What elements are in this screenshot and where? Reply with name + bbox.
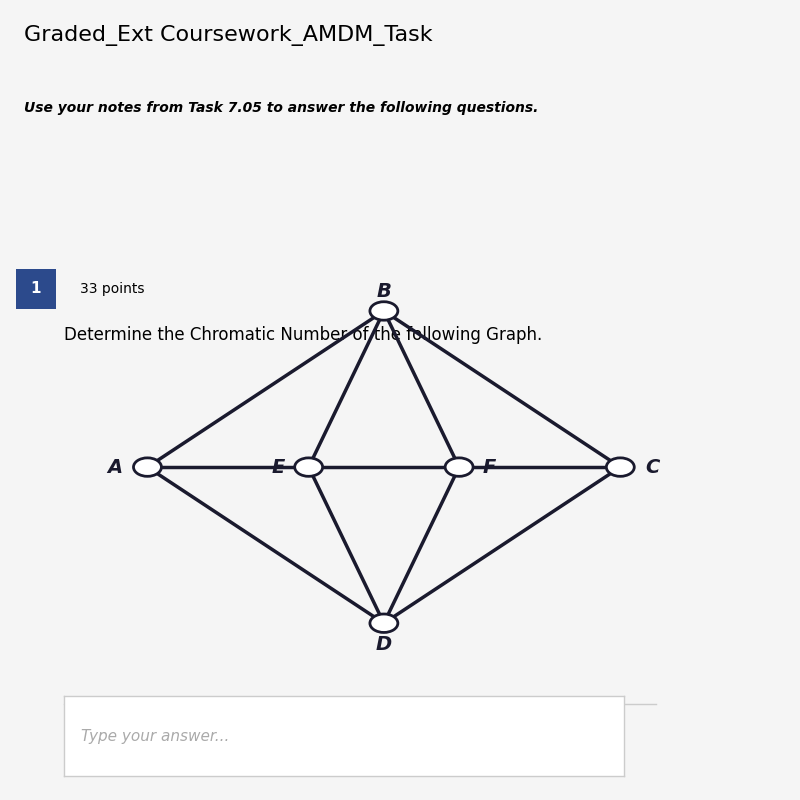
Text: Type your answer...: Type your answer...	[81, 729, 229, 743]
Circle shape	[294, 458, 322, 476]
Text: B: B	[377, 282, 391, 301]
Circle shape	[445, 458, 473, 476]
Text: 1: 1	[30, 282, 42, 296]
Text: Graded_Ext Coursework_AMDM_Task: Graded_Ext Coursework_AMDM_Task	[24, 26, 433, 46]
Text: A: A	[108, 458, 122, 477]
Text: 33 points: 33 points	[80, 282, 145, 296]
FancyBboxPatch shape	[16, 269, 56, 309]
Text: D: D	[376, 635, 392, 654]
Text: Determine the Chromatic Number of the following Graph.: Determine the Chromatic Number of the fo…	[64, 326, 542, 344]
Circle shape	[606, 458, 634, 476]
Text: F: F	[482, 458, 496, 477]
Circle shape	[370, 302, 398, 320]
Text: E: E	[272, 458, 286, 477]
Text: Use your notes from Task 7.05 to answer the following questions.: Use your notes from Task 7.05 to answer …	[24, 101, 538, 115]
Circle shape	[134, 458, 162, 476]
Circle shape	[370, 614, 398, 633]
Text: C: C	[646, 458, 660, 477]
